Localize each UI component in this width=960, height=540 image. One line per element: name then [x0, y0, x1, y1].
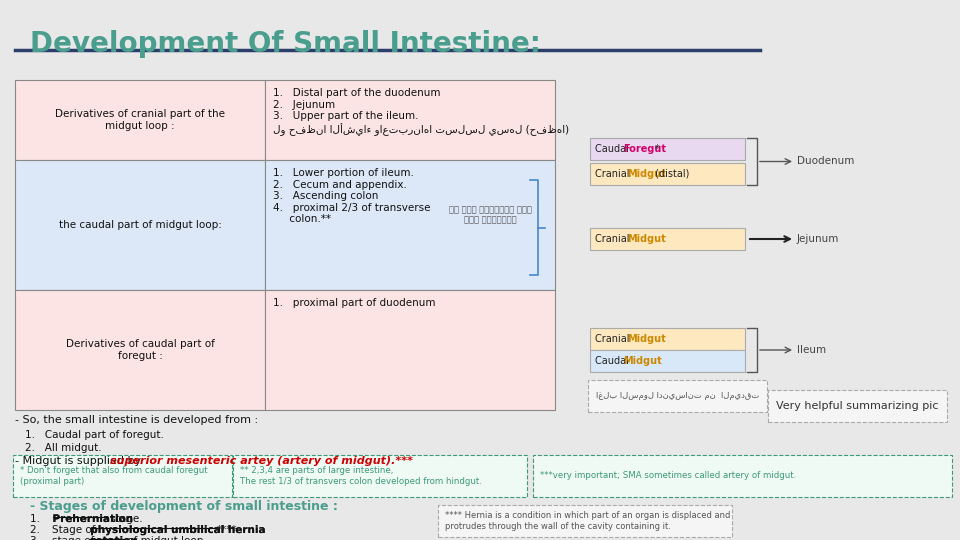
Text: - So, the small intestine is developed from :: - So, the small intestine is developed f…	[15, 415, 258, 425]
FancyBboxPatch shape	[15, 80, 265, 160]
FancyBboxPatch shape	[590, 228, 745, 250]
Text: من مرة الميدان الى
هذه المصورة: من مرة الميدان الى هذه المصورة	[448, 205, 532, 225]
Text: * Don't forget that also from caudal foregut
(proximal part): * Don't forget that also from caudal for…	[20, 467, 207, 485]
Text: 3.: 3.	[30, 536, 50, 540]
Text: 1.   Distal part of the duodenum
2.   Jejunum
3.   Upper part of the ileum.
لو ح: 1. Distal part of the duodenum 2. Jejunu…	[273, 88, 569, 136]
Text: Midgut: Midgut	[627, 169, 665, 179]
Text: stage of: stage of	[53, 536, 98, 540]
FancyBboxPatch shape	[533, 455, 952, 497]
Text: Development Of Small Intestine:: Development Of Small Intestine:	[30, 30, 540, 58]
Text: 1.   Caudal part of foregut.: 1. Caudal part of foregut.	[25, 430, 164, 440]
Text: 1.: 1.	[30, 514, 50, 524]
Text: Preherniation: Preherniation	[53, 514, 133, 524]
Text: stage.: stage.	[108, 514, 143, 524]
Text: 2.   All midgut.: 2. All midgut.	[25, 443, 102, 453]
Text: of midgut loop.: of midgut loop.	[124, 536, 206, 540]
FancyBboxPatch shape	[265, 160, 555, 290]
Text: Caudal: Caudal	[595, 144, 632, 154]
Text: rotation: rotation	[90, 536, 138, 540]
Text: physiological umbilical hernia: physiological umbilical hernia	[90, 525, 267, 535]
Text: (distal): (distal)	[652, 169, 689, 179]
Text: 1.   Lower portion of ileum.
2.   Cecum and appendix.
3.   Ascending colon
4.   : 1. Lower portion of ileum. 2. Cecum and …	[273, 168, 430, 225]
FancyBboxPatch shape	[588, 380, 767, 412]
Text: Ileum: Ileum	[797, 345, 827, 355]
FancyBboxPatch shape	[590, 163, 745, 185]
Text: Jejunum: Jejunum	[797, 234, 839, 244]
FancyBboxPatch shape	[590, 328, 745, 350]
Text: 1.   proximal part of duodenum: 1. proximal part of duodenum	[273, 298, 436, 308]
Text: Duodenum: Duodenum	[797, 157, 854, 166]
Text: Cranial: Cranial	[595, 234, 633, 244]
FancyBboxPatch shape	[13, 455, 232, 497]
Text: ***very important; SMA sometimes called artery of midgut.: ***very important; SMA sometimes called …	[540, 471, 796, 481]
FancyBboxPatch shape	[265, 80, 555, 160]
FancyBboxPatch shape	[768, 390, 947, 422]
Text: - Midgut is supplied by: - Midgut is supplied by	[15, 456, 145, 466]
Text: اغلب السمول ادنيسانت من  الميدقت: اغلب السمول ادنيسانت من الميدقت	[596, 392, 759, 401]
Text: Derivatives of caudal part of
foregut :: Derivatives of caudal part of foregut :	[65, 339, 214, 361]
Text: - Stages of development of small intestine :: - Stages of development of small intesti…	[30, 500, 338, 513]
Text: 2.: 2.	[30, 525, 50, 535]
Text: **** Hernia is a condition in which part of an organ is displaced and
protrudes : **** Hernia is a condition in which part…	[445, 511, 731, 531]
Text: superior mesenteric artey (artery of midgut).***: superior mesenteric artey (artery of mid…	[110, 456, 413, 466]
Text: Stage of: Stage of	[53, 525, 99, 535]
Text: Cranial: Cranial	[595, 334, 633, 344]
Text: Midgut: Midgut	[627, 234, 665, 244]
Text: Foregut: Foregut	[623, 144, 666, 154]
Text: *: *	[653, 144, 660, 154]
FancyBboxPatch shape	[265, 290, 555, 410]
Text: Midgut: Midgut	[623, 356, 661, 366]
FancyBboxPatch shape	[15, 290, 265, 410]
Text: Midgut: Midgut	[627, 334, 665, 344]
Text: Derivatives of cranial part of the
midgut loop :: Derivatives of cranial part of the midgu…	[55, 109, 225, 131]
FancyBboxPatch shape	[438, 505, 732, 537]
Text: ****.: ****.	[216, 525, 240, 535]
Text: Cranial: Cranial	[595, 169, 633, 179]
Text: ** 2,3,4 are parts of large intestine,
The rest 1/3 of transvers colon developed: ** 2,3,4 are parts of large intestine, T…	[240, 467, 482, 485]
FancyBboxPatch shape	[590, 350, 745, 372]
Text: the caudal part of midgut loop:: the caudal part of midgut loop:	[59, 220, 222, 230]
FancyBboxPatch shape	[590, 138, 745, 160]
FancyBboxPatch shape	[233, 455, 527, 497]
FancyBboxPatch shape	[15, 160, 265, 290]
Text: Caudal: Caudal	[595, 356, 632, 366]
Text: Very helpful summarizing pic: Very helpful summarizing pic	[776, 401, 938, 411]
